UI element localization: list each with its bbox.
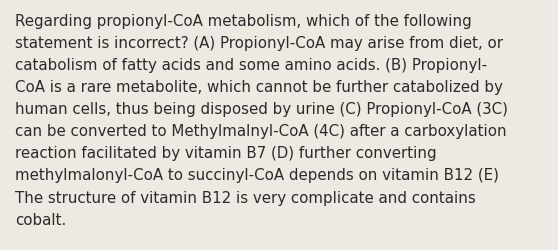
Text: cobalt.: cobalt.: [15, 212, 66, 227]
Text: CoA is a rare metabolite, which cannot be further catabolized by: CoA is a rare metabolite, which cannot b…: [15, 80, 503, 95]
Text: The structure of vitamin B12 is very complicate and contains: The structure of vitamin B12 is very com…: [15, 190, 476, 205]
Text: Regarding propionyl-CoA metabolism, which of the following: Regarding propionyl-CoA metabolism, whic…: [15, 14, 472, 29]
Text: human cells, thus being disposed by urine (C) Propionyl-CoA (3C): human cells, thus being disposed by urin…: [15, 102, 508, 117]
Text: statement is incorrect? (A) Propionyl-CoA may arise from diet, or: statement is incorrect? (A) Propionyl-Co…: [15, 36, 503, 51]
Text: reaction facilitated by vitamin B7 (D) further converting: reaction facilitated by vitamin B7 (D) f…: [15, 146, 437, 161]
Text: methylmalonyl-CoA to succinyl-CoA depends on vitamin B12 (E): methylmalonyl-CoA to succinyl-CoA depend…: [15, 168, 499, 183]
Text: catabolism of fatty acids and some amino acids. (B) Propionyl-: catabolism of fatty acids and some amino…: [15, 58, 487, 73]
Text: can be converted to Methylmalnyl-CoA (4C) after a carboxylation: can be converted to Methylmalnyl-CoA (4C…: [15, 124, 507, 139]
